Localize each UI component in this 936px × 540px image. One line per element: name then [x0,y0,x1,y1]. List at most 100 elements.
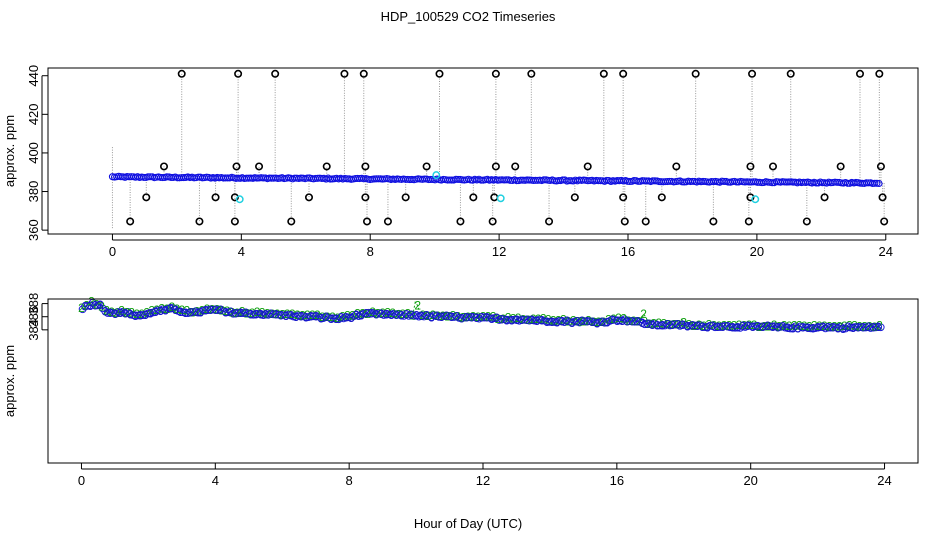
series2-marker: 2 [706,318,713,332]
outlier-point [878,193,887,202]
measurement-circle [327,314,335,323]
figure-title: HDP_100529 CO2 Timeseries [381,9,556,24]
top-x-tick-label: 16 [621,244,635,259]
series2-marker: 2 [660,316,667,330]
series3-marker: 3 [318,311,325,325]
top-y-tick-label: 360 [26,219,41,241]
outlier-point [271,69,280,78]
measurement-circle [309,312,318,321]
measurement-circle [103,309,112,317]
series2-marker: 2 [409,308,416,322]
series2-marker: 2 [199,303,206,317]
measurement-circle [209,305,218,314]
measurement-circle [399,312,408,320]
series2-marker: 2 [264,307,271,321]
measurement-circle [487,314,496,323]
outlier-point [691,69,700,78]
series2-marker: 2 [846,319,853,333]
series3-marker: 3 [92,298,99,312]
series2-marker: 2 [570,313,577,327]
bottom-x-tick-label: 24 [877,473,891,488]
outlier-point [746,193,755,202]
series3-marker: 3 [127,307,134,321]
series2-marker: 2 [204,302,211,316]
series3-marker: 3 [845,320,852,334]
series3-marker: 3 [257,308,264,322]
series3-marker: 3 [488,312,495,326]
measurement-circle [711,323,719,332]
outlier-point [746,162,755,171]
measurement-circle [816,323,825,332]
bottom-panel: 2222222222222222222222222222222222222222… [2,293,919,531]
series3-marker: 3 [288,309,295,323]
measurement-circle [836,322,845,331]
series3-marker: 3 [754,319,761,333]
measurement-circle [101,307,110,316]
series3-marker: 3 [313,309,320,323]
top-x-tick-label: 12 [492,244,506,259]
measurement-circle [133,311,142,320]
measurement-circle [502,316,511,324]
series2-marker: 2 [173,302,180,316]
series2-marker: 2 [450,308,457,322]
baseline-point [875,179,883,188]
measurement-circle [427,313,436,321]
measurement-circle [492,313,501,322]
measurement-circle [236,308,245,317]
series3-marker: 3 [719,320,726,334]
series3-marker: 3 [503,313,510,327]
measurement-circle [583,317,591,326]
series3-marker: 3 [664,317,671,331]
series3-marker: 3 [393,308,400,322]
series3-marker: 3 [644,317,651,331]
outlier-point [361,193,370,202]
outlier-point [362,217,371,226]
series2-marker: 2 [158,302,165,316]
series2-marker: 2 [249,306,256,320]
measurement-circle [726,323,735,332]
outlier-point [709,217,718,226]
measurement-circle [575,318,584,327]
series3-marker: 3 [152,305,159,319]
series3-marker: 3 [614,314,621,328]
series3-marker: 3 [810,321,817,335]
measurement-circle [841,324,850,333]
series3-marker: 3 [323,310,330,324]
series2-marker: 2 [746,318,753,332]
series2-marker: 2 [801,319,808,333]
series3-marker: 3 [800,321,807,335]
series3-marker: 3 [147,307,154,321]
measurement-circle [106,308,115,317]
outlier-point [359,69,368,78]
series2-marker: 2 [88,295,95,309]
measurement-circle [520,315,529,324]
series3-marker: 3 [654,319,661,333]
outlier-point [786,69,795,78]
series2-marker: 2 [655,316,662,330]
series3-marker: 3 [413,309,420,323]
series2-marker: 2 [475,310,482,324]
top-panel-marks [108,69,889,229]
series2-marker: 2 [179,303,186,317]
measurement-circle [713,322,722,331]
series2-marker: 2 [635,315,642,329]
measurement-circle [856,323,865,331]
series2-marker: 2 [610,312,617,326]
series2-marker: 2 [736,318,743,332]
series2-marker: 2 [339,310,346,324]
series2-marker: 2 [93,298,100,312]
series2-marker: 2 [314,308,321,322]
outlier-point [177,69,186,78]
series2-marker: 2 [530,312,537,326]
measurement-circle [231,309,240,317]
series2-marker: 2 [701,319,708,333]
series3-marker: 3 [579,314,586,328]
series2-marker: 2 [716,319,723,333]
series3-marker: 3 [860,321,867,335]
series2-marker: 2 [500,312,507,326]
outlier-point [287,217,296,226]
series3-marker: 3 [483,311,490,325]
series3-marker: 3 [242,306,249,320]
series2-marker: 2 [384,305,391,319]
outlier-point [744,217,753,226]
